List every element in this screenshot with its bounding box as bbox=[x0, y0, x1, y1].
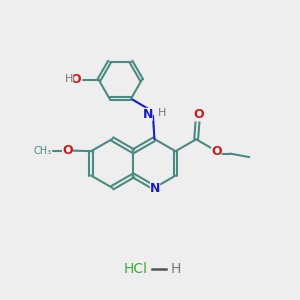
Text: O: O bbox=[211, 145, 222, 158]
Text: N: N bbox=[142, 108, 153, 121]
Text: H: H bbox=[65, 74, 73, 84]
Text: H: H bbox=[158, 108, 166, 118]
Text: H: H bbox=[171, 262, 181, 276]
Text: O: O bbox=[194, 108, 204, 122]
Text: O: O bbox=[70, 73, 81, 86]
Text: N: N bbox=[150, 182, 160, 195]
Text: O: O bbox=[62, 143, 73, 157]
Text: HCl: HCl bbox=[123, 262, 147, 276]
Text: CH₃: CH₃ bbox=[34, 146, 52, 156]
